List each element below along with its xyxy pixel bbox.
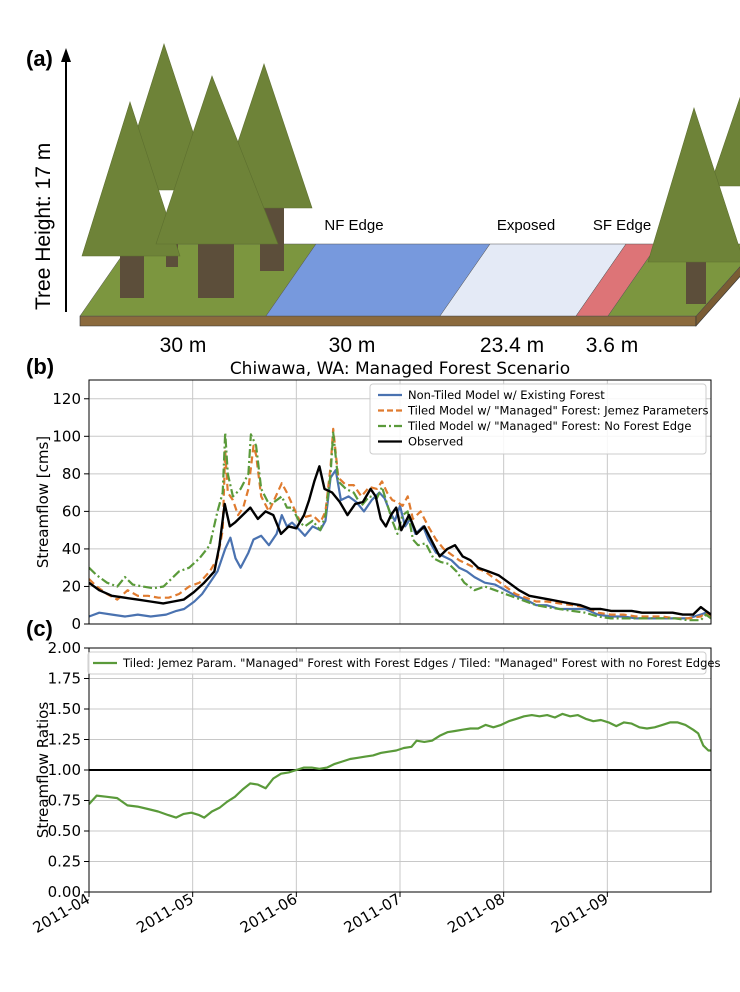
tree-height-label: Tree Height: 17 m — [32, 143, 55, 310]
chart-c-ylabel: Streamflow Ratios — [34, 702, 52, 838]
x-tick-label: 2011-09 — [548, 890, 611, 937]
zone-name-exposed: Exposed — [497, 217, 555, 234]
y-tick-label: 0.00 — [48, 883, 81, 901]
legend-label: Tiled Model w/ "Managed" Forest: Jemez P… — [407, 404, 709, 418]
y-tick-label: 1.75 — [48, 670, 81, 688]
x-tick-label: 2011-06 — [237, 890, 300, 937]
panel-c-label: (c) — [26, 616, 53, 641]
chart-b-ylabel: Streamflow [cms] — [34, 436, 52, 568]
right-forest-trees — [647, 96, 740, 304]
series-line — [89, 712, 711, 819]
zone-name-nf-edge: NF Edge — [324, 217, 383, 234]
y-tick-label: 40 — [62, 540, 81, 558]
legend-box — [87, 651, 707, 675]
zone-width-exposed: 23.4 m — [480, 334, 544, 357]
x-tick-label: 2011-08 — [444, 890, 507, 937]
legend-label: Tiled: Jemez Param. "Managed" Forest wit… — [122, 656, 720, 670]
tree-trunk — [686, 258, 706, 304]
legend-label: Observed — [408, 435, 463, 449]
chart-b-title: Chiwawa, WA: Managed Forest Scenario — [230, 359, 570, 379]
y-tick-label: 0 — [71, 615, 81, 633]
x-tick-label: 2011-07 — [341, 890, 404, 937]
zone-width-nf-edge: 30 m — [329, 334, 376, 357]
y-tick-label: 120 — [52, 390, 81, 408]
legend-label: Tiled Model w/ "Managed" Forest: No Fore… — [407, 419, 691, 433]
chart-c-legend: Tiled: Jemez Param. "Managed" Forest wit… — [87, 651, 720, 675]
chart-b-y-ticks: 0 20 40 60 80 100 120 — [52, 390, 89, 633]
panel-c: (c) 0.00 0.25 0.50 0.75 1.00 1.25 1.50 1.75 2.00… — [26, 616, 720, 937]
y-tick-label: 100 — [52, 427, 81, 445]
chart-b-legend: Non-Tiled Model w/ Existing Forest Tiled … — [369, 383, 709, 455]
panel-b: (b) Chiwawa, WA: Managed Forest Scenario… — [26, 354, 712, 633]
y-tick-label: 0.75 — [48, 792, 81, 810]
y-tick-label: 0.50 — [48, 822, 81, 840]
y-tick-label: 60 — [62, 502, 81, 520]
arrow-head-icon — [61, 48, 71, 62]
y-tick-label: 0.25 — [48, 853, 81, 871]
y-tick-label: 20 — [62, 577, 81, 595]
tree-crown — [709, 96, 740, 187]
y-tick-label: 1.50 — [48, 700, 81, 718]
tree-crown — [155, 75, 279, 245]
panel-a: (a) Tree Height: 17 m — [26, 43, 740, 357]
zone-width-forest: 30 m — [160, 334, 207, 357]
legend-box — [369, 383, 707, 455]
soil-front — [79, 315, 697, 327]
series-line — [89, 431, 711, 622]
zone-width-sf-edge: 3.6 m — [586, 334, 639, 357]
y-tick-label: 2.00 — [48, 639, 81, 657]
series-line — [89, 465, 711, 616]
left-forest-trees — [81, 43, 313, 298]
chart-b-frame — [88, 379, 712, 625]
chart-c-series — [89, 712, 711, 819]
y-tick-label: 1.00 — [48, 761, 81, 779]
y-tick-label: 80 — [62, 465, 81, 483]
panel-b-label: (b) — [26, 354, 54, 379]
chart-b-series — [89, 427, 711, 622]
legend-label: Non-Tiled Model w/ Existing Forest — [408, 388, 605, 402]
zone-name-sf-edge: SF Edge — [593, 217, 651, 234]
tree-crown — [81, 101, 181, 257]
tree-crown — [647, 106, 740, 263]
x-tick-label: 2011-05 — [133, 890, 196, 937]
panel-a-label: (a) — [26, 46, 53, 71]
y-tick-label: 1.25 — [48, 731, 81, 749]
tree-trunk — [120, 250, 144, 298]
tree-trunk — [198, 238, 234, 298]
chart-c-y-ticks: 0.00 0.25 0.50 0.75 1.00 1.25 1.50 1.75 2.00 — [48, 639, 89, 901]
x-tick-labels: 2011-04 2011-05 2011-06 2011-07 2011-08 2011-… — [30, 890, 612, 937]
